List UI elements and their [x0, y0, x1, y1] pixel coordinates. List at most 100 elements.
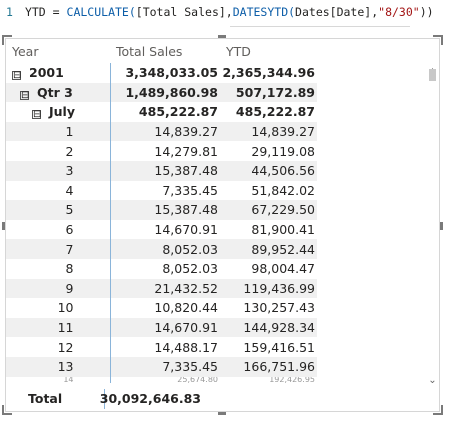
- day-cell: 1: [6, 121, 111, 142]
- sales-cell: 7,335.45: [110, 356, 220, 377]
- formula-comma: ,: [225, 5, 233, 19]
- formula-arg-dates: Dates[Date]: [295, 5, 372, 19]
- collapse-icon[interactable]: ⊟: [32, 109, 42, 121]
- day-cell: 5: [6, 200, 111, 220]
- table-row: 3 15,387.48 44,506.56: [6, 160, 317, 181]
- line-number: 1: [6, 5, 13, 19]
- ytd-cell: 67,229.50: [220, 200, 317, 220]
- sales-cell: 14,670.91: [154, 222, 218, 238]
- day-cell: 3: [6, 160, 111, 181]
- table-row-partial: 14 25,674.80 192,426.95: [6, 376, 317, 383]
- total-label: Total: [28, 391, 63, 406]
- total-row: Total 30,092,646.83: [6, 389, 426, 409]
- ytd-cell: 98,004.47: [251, 261, 315, 277]
- sales-cell: 14,839.27: [110, 121, 220, 142]
- sales-cell: 21,432.52: [110, 278, 220, 299]
- header-row: Year Total Sales YTD: [6, 39, 317, 63]
- resize-handle-right[interactable]: [440, 222, 443, 230]
- sales-cell: 8,052.03: [162, 261, 218, 277]
- sales-cell: 15,387.48: [110, 160, 220, 181]
- day-cell: 13: [6, 356, 111, 377]
- ytd-cell: 29,119.08: [251, 143, 315, 159]
- ytd-cell: 485,222.87: [235, 104, 315, 120]
- ytd-cell: 2,365,344.96: [222, 65, 315, 81]
- sales-cell: 14,279.81: [154, 143, 218, 159]
- formula-measure-name: YTD: [24, 5, 46, 19]
- ytd-cell: 130,257.43: [243, 300, 315, 316]
- formula-arg-string: "8/30": [378, 5, 420, 19]
- sales-cell: 14,488.17: [154, 339, 218, 355]
- header-ytd[interactable]: YTD: [226, 43, 251, 59]
- day-cell: 10: [6, 298, 111, 318]
- resize-handle-bottom[interactable]: [218, 412, 226, 415]
- ytd-cell: 89,952.44: [220, 239, 317, 259]
- resize-corner-top-right[interactable]: [433, 35, 443, 45]
- sales-cell: 8,052.03: [110, 239, 220, 259]
- day-cell: 6: [6, 219, 111, 240]
- resize-corner-bottom-left[interactable]: [2, 405, 12, 415]
- matrix-visual[interactable]: Year Total Sales YTD ⊟ 2001 3,348,033.05 …: [2, 35, 443, 415]
- sales-cell: 485,222.87: [138, 104, 218, 120]
- quarter-label: Qtr 3: [37, 84, 73, 100]
- formula-bar-edge: [230, 26, 410, 33]
- day-cell: 8: [6, 258, 111, 279]
- month-label: July: [49, 104, 75, 120]
- row-qtr3: ⊟ Qtr 3 1,489,860.98 507,172.89: [6, 82, 317, 103]
- ytd-cell: 144,928.34: [220, 317, 317, 338]
- year-label: 2001: [29, 65, 64, 81]
- ytd-cell: 81,900.41: [251, 222, 315, 238]
- formula-bar[interactable]: 1 YTD = CALCULATE([Total Sales],DATESYTD…: [0, 0, 458, 30]
- resize-handle-top[interactable]: [218, 35, 226, 38]
- table-row: 1 14,839.27 14,839.27: [6, 121, 317, 142]
- formula-closing: )): [419, 5, 434, 19]
- day-cell: 11: [6, 317, 111, 338]
- day-cell: 7: [6, 239, 111, 259]
- ytd-cell: 14,839.27: [220, 121, 317, 142]
- formula-calculate: CALCULATE(: [66, 5, 136, 19]
- ytd-cell: 159,416.51: [243, 339, 315, 355]
- resize-corner-top-left[interactable]: [2, 35, 12, 45]
- table-row: 6 14,670.91 81,900.41: [6, 219, 317, 240]
- sales-cell: 14,670.91: [110, 317, 220, 338]
- collapse-icon[interactable]: ⊟: [20, 89, 30, 101]
- day-cell: 14: [6, 376, 111, 383]
- ytd-cell: 507,172.89: [220, 82, 317, 103]
- sales-cell: 15,387.48: [110, 200, 220, 220]
- header-total-sales[interactable]: Total Sales: [116, 43, 183, 59]
- ytd-cell: 51,842.02: [251, 182, 315, 198]
- table-row: 11 14,670.91 144,928.34: [6, 317, 317, 338]
- ytd-cell: 119,436.99: [220, 278, 317, 299]
- sales-cell: 10,820.44: [154, 300, 218, 316]
- scroll-thumb[interactable]: [429, 69, 436, 81]
- table-row: 2 14,279.81 29,119.08: [6, 141, 317, 161]
- scroll-down-arrow-icon[interactable]: ⌄: [428, 375, 437, 386]
- total-sales-value: 30,092,646.83: [99, 391, 201, 406]
- table-row: 12 14,488.17 159,416.51: [6, 337, 317, 357]
- table-row: 10 10,820.44 130,257.43: [6, 298, 317, 318]
- sales-cell: 7,335.45: [162, 182, 218, 198]
- day-cell: 4: [6, 180, 111, 201]
- table-row: 8 8,052.03 98,004.47: [6, 258, 317, 279]
- ytd-cell: 166,751.96: [220, 356, 317, 377]
- matrix-table: Year Total Sales YTD ⊟ 2001 3,348,033.05 …: [6, 39, 318, 383]
- sales-cell: 3,348,033.05: [125, 65, 218, 81]
- month-cell: ⊟ July: [6, 102, 111, 122]
- vertical-scrollbar[interactable]: ▴ ⌄: [427, 65, 438, 387]
- ytd-cell: 192,426.95: [269, 376, 315, 383]
- row-year-2001: ⊟ 2001 3,348,033.05 2,365,344.96: [6, 63, 317, 83]
- day-cell: 2: [6, 141, 111, 161]
- table-row: 7 8,052.03 89,952.44: [6, 239, 317, 259]
- formula-arg-total-sales: [Total Sales]: [135, 5, 226, 19]
- table-row: 13 7,335.45 166,751.96: [6, 356, 317, 377]
- header-year[interactable]: Year: [12, 43, 39, 59]
- sales-cell: 1,489,860.98: [110, 82, 220, 103]
- resize-corner-bottom-right[interactable]: [433, 405, 443, 415]
- formula-comma-2: ,: [371, 5, 379, 19]
- collapse-icon[interactable]: ⊟: [12, 70, 22, 82]
- sales-cell: 25,674.80: [177, 376, 218, 383]
- year-cell: ⊟ 2001: [6, 63, 111, 83]
- formula-datesytd: DATESYTD(: [232, 5, 296, 19]
- day-cell: 9: [6, 278, 111, 299]
- ytd-cell: 44,506.56: [220, 160, 317, 181]
- resize-handle-left[interactable]: [2, 222, 5, 230]
